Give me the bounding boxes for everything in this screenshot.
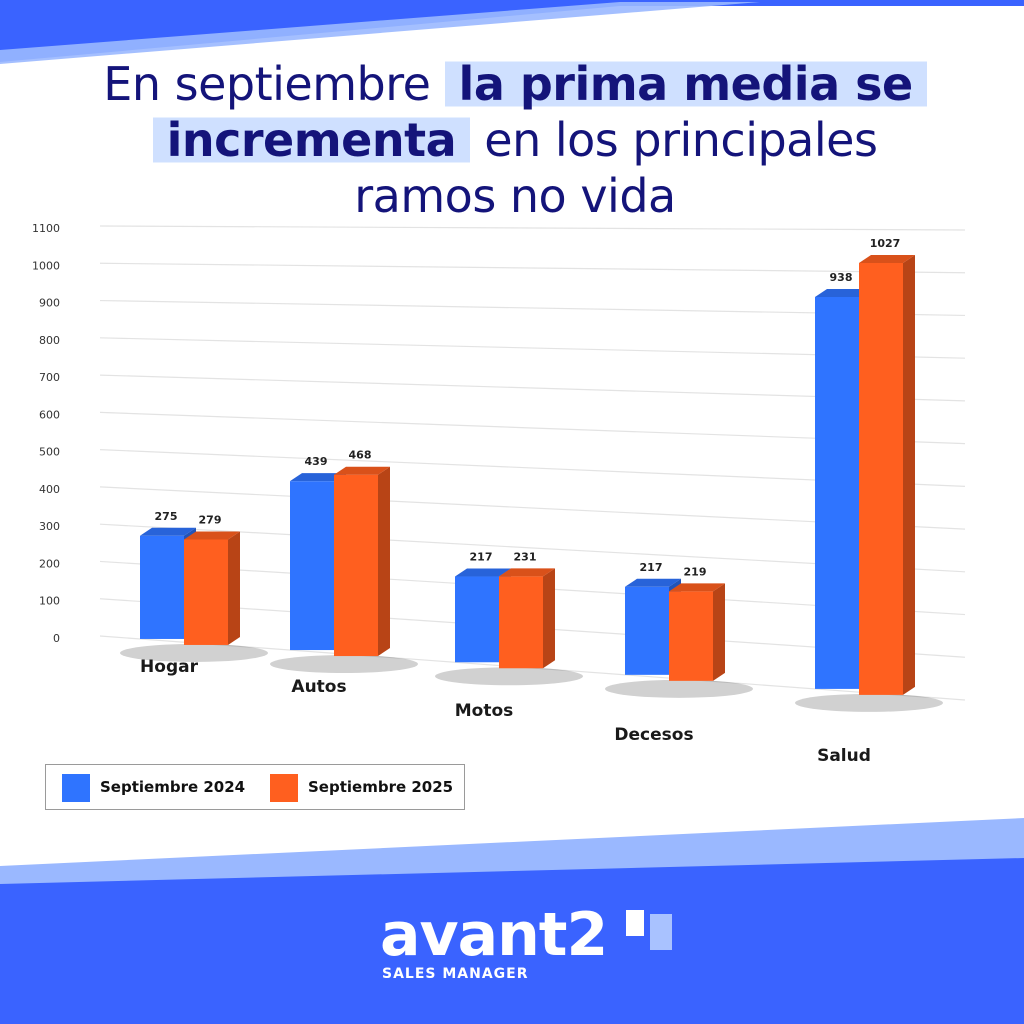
legend-swatch-2024	[62, 774, 90, 802]
data-label: 231	[514, 550, 537, 563]
bar-side	[378, 466, 390, 657]
bar-top	[140, 527, 196, 536]
data-label: 275	[155, 510, 178, 523]
brand-logo: avant2 SALES MANAGER	[380, 900, 700, 990]
legend-label-2024: Septiembre 2024	[100, 778, 246, 796]
bar-shadow	[795, 693, 943, 712]
bar-shadow	[270, 655, 418, 674]
data-label: 439	[305, 455, 328, 468]
bar-2025	[669, 591, 713, 681]
brand-mark-icon-secondary	[650, 914, 672, 950]
bar-2024	[815, 296, 859, 689]
bar-2025	[334, 474, 378, 657]
y-tick-label: 800	[39, 334, 60, 347]
data-label: 219	[684, 565, 707, 578]
bar-2025	[499, 576, 543, 669]
y-tick-label: 0	[53, 632, 60, 645]
y-tick-label: 600	[39, 408, 60, 421]
legend-swatch-2025	[270, 774, 298, 802]
bar-shadow	[435, 667, 583, 686]
bar-2024	[625, 586, 669, 675]
brand-mark-icon	[626, 910, 644, 936]
data-label: 938	[830, 271, 853, 284]
poster-title: En septiembre la prima media se incremen…	[40, 56, 990, 224]
category-label: Motos	[455, 701, 514, 721]
data-label: 217	[470, 551, 493, 564]
category-label: Hogar	[140, 657, 199, 677]
card-background	[0, 6, 1024, 880]
bar-top	[184, 531, 240, 540]
bar-top	[290, 473, 346, 482]
y-tick-label: 100	[39, 595, 60, 608]
title-highlight-2: incrementa	[152, 113, 471, 167]
y-tick-label: 900	[39, 297, 60, 310]
bar-top	[625, 578, 681, 587]
y-tick-label: 700	[39, 371, 60, 384]
title-part-1: En septiembre	[103, 57, 431, 111]
y-tick-label: 200	[39, 557, 60, 570]
category-label: Decesos	[614, 725, 693, 745]
brand-name: avant2	[380, 900, 608, 970]
title-part-3: ramos no vida	[354, 169, 676, 223]
bar-top	[455, 568, 511, 577]
gridline	[99, 262, 966, 274]
data-label: 279	[199, 513, 222, 526]
bar-side	[543, 568, 555, 669]
y-tick-label: 300	[39, 520, 60, 533]
chart-legend: Septiembre 2024 Septiembre 2025	[45, 764, 465, 810]
title-part-2: en los principales	[484, 113, 878, 167]
bar-2024	[140, 535, 184, 639]
accent-stripe-bottom	[0, 818, 1024, 884]
title-highlight-1: la prima media se	[444, 57, 927, 111]
y-tick-label: 1100	[32, 222, 60, 235]
data-label: 468	[349, 449, 372, 462]
data-label: 1027	[870, 237, 901, 250]
bar-top	[859, 254, 915, 263]
y-tick-label: 400	[39, 483, 60, 496]
bar-side	[713, 583, 725, 681]
bar-top	[499, 568, 555, 577]
bar-side	[228, 531, 240, 645]
bar-shadow	[120, 643, 268, 662]
category-label: Salud	[817, 746, 871, 766]
bar-shadow	[605, 679, 753, 698]
y-tick-label: 500	[39, 446, 60, 459]
gridline	[99, 225, 966, 231]
bar-top	[669, 583, 725, 592]
legend-label-2025: Septiembre 2025	[308, 778, 454, 796]
data-label: 217	[640, 561, 663, 574]
bar-2024	[290, 481, 334, 651]
bar-2025	[184, 539, 228, 645]
bar-top	[334, 466, 390, 475]
bar-chart: 0 100 200 300 400 500 600 700 800 900 1000 1100 275 2…	[32, 222, 966, 766]
bar-side	[903, 254, 915, 695]
y-tick-label: 1000	[32, 259, 60, 272]
bar-top	[815, 288, 871, 297]
bar-2025	[859, 262, 903, 695]
brand-tagline: SALES MANAGER	[382, 966, 529, 982]
bar-2024	[455, 576, 499, 663]
category-label: Autos	[291, 677, 346, 697]
accent-stripe-top	[0, 2, 760, 64]
